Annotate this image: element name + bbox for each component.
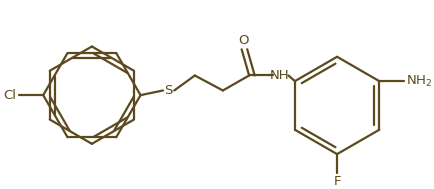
Text: O: O bbox=[238, 34, 248, 47]
Text: NH: NH bbox=[269, 69, 288, 82]
Text: Cl: Cl bbox=[3, 89, 16, 102]
Text: NH$_2$: NH$_2$ bbox=[405, 74, 432, 89]
Text: F: F bbox=[332, 175, 340, 188]
Text: S: S bbox=[164, 84, 172, 97]
